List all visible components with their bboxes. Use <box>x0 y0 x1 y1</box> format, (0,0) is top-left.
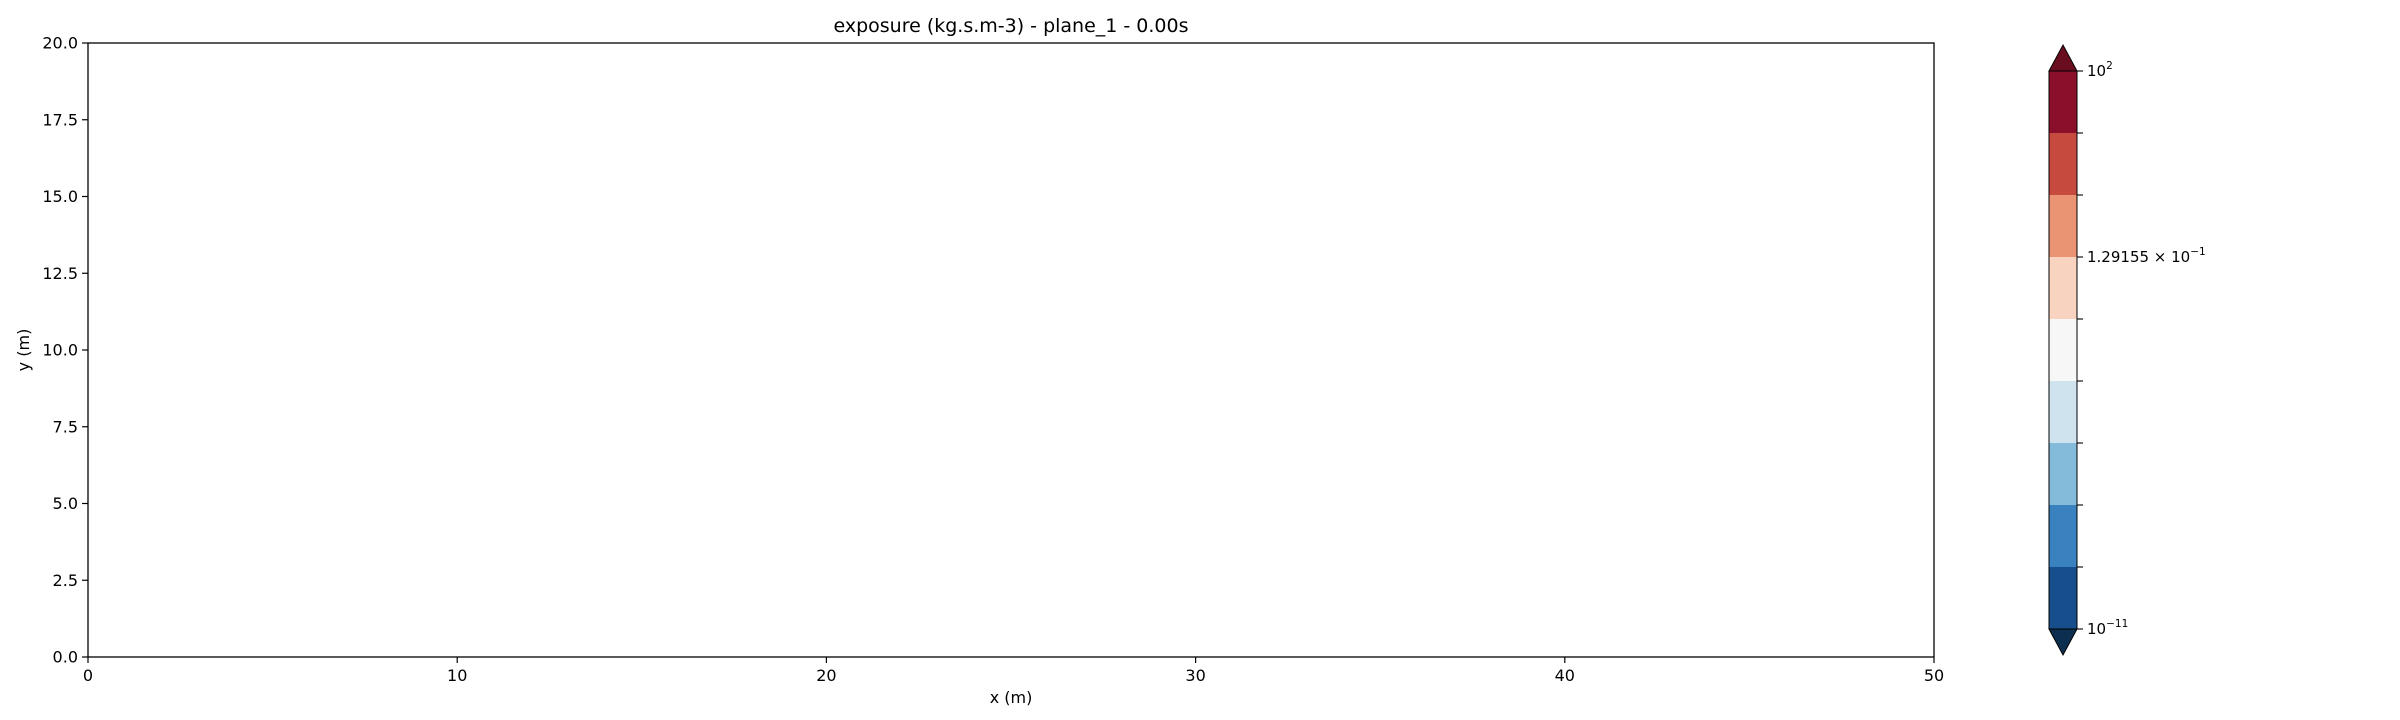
colorbar-band <box>2049 443 2077 505</box>
y-tick-label: 15.0 <box>42 187 78 206</box>
colorbar-outline <box>2048 70 2078 630</box>
x-tick-label: 50 <box>1924 666 1944 685</box>
x-axis: 0 10 20 30 40 50 <box>83 657 1944 685</box>
y-tick-label: 17.5 <box>42 110 78 129</box>
colorbar-over-extension <box>2048 43 2078 72</box>
x-tick-label: 40 <box>1555 666 1575 685</box>
colorbar-tick-label: 102 <box>2087 60 2113 80</box>
colorbar-band <box>2049 195 2077 257</box>
y-tick-label: 12.5 <box>42 264 78 283</box>
x-tick-label: 30 <box>1185 666 1205 685</box>
colorbar-band <box>2049 567 2077 629</box>
y-axis: 0.0 2.5 5.0 7.5 10.0 12.5 15.0 17.5 20.0 <box>42 34 88 667</box>
y-tick-label: 20.0 <box>42 34 78 53</box>
colorbar-band <box>2049 133 2077 195</box>
colorbar-band <box>2049 257 2077 319</box>
colorbar-band <box>2049 505 2077 567</box>
x-tick-label: 10 <box>447 666 467 685</box>
x-tick-label: 0 <box>83 666 93 685</box>
chart-title: exposure (kg.s.m-3) - plane_1 - 0.00s <box>833 15 1188 37</box>
x-tick-label: 20 <box>816 666 836 685</box>
y-tick-label: 5.0 <box>53 494 78 513</box>
y-tick-label: 0.0 <box>53 648 78 667</box>
y-axis-label: y (m) <box>14 329 33 372</box>
y-tick-label: 7.5 <box>53 417 78 436</box>
colorbar-band <box>2049 319 2077 381</box>
colorbar-under-extension <box>2048 628 2078 657</box>
colorbar: 10−11 1.29155 × 10−1 102 <box>2048 43 2206 657</box>
colorbar-band <box>2049 71 2077 133</box>
colorbar-band <box>2049 381 2077 443</box>
plot-area <box>87 42 1935 658</box>
colorbar-tick-label: 1.29155 × 10−1 <box>2087 246 2206 266</box>
y-tick-label: 10.0 <box>42 341 78 360</box>
colorbar-tick-label: 10−11 <box>2087 618 2128 638</box>
y-tick-label: 2.5 <box>53 571 78 590</box>
x-axis-label: x (m) <box>990 688 1033 707</box>
